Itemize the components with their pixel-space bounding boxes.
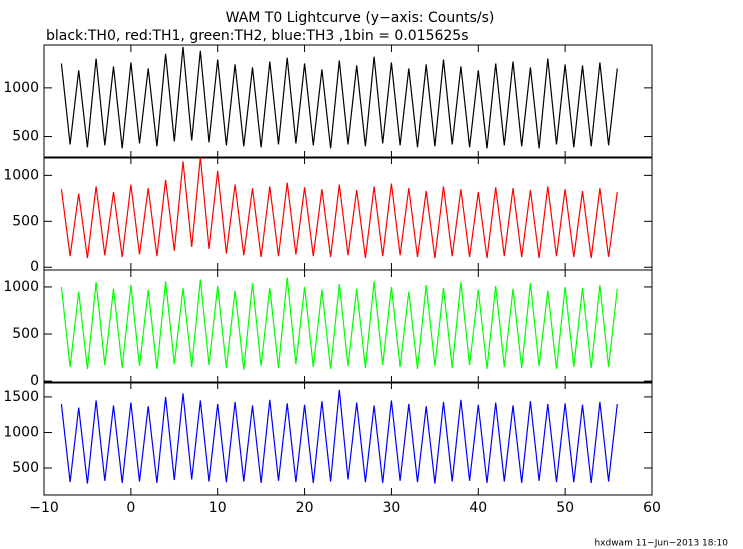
data-line	[60, 46, 618, 149]
y-tick-label: 1000	[3, 80, 39, 96]
data-line	[60, 389, 618, 484]
y-tick-label: 500	[12, 129, 39, 145]
x-tick-label: 0	[126, 500, 135, 516]
x-tick-label: 30	[383, 500, 401, 516]
x-tick-label: −10	[29, 500, 59, 516]
y-tick-label: 1000	[3, 279, 39, 295]
y-tick-label: 1000	[3, 167, 39, 183]
x-tick-label: 20	[296, 500, 314, 516]
x-tick-label: 60	[643, 500, 661, 516]
y-tick-label: 0	[30, 259, 39, 275]
x-tick-label: 10	[209, 500, 227, 516]
y-tick-label: 500	[12, 460, 39, 476]
y-tick-label: 1000	[3, 424, 39, 440]
panel-frame	[43, 381, 653, 496]
panel-frame	[43, 44, 653, 159]
chart-title: WAM T0 Lightcurve (y−axis: Counts/s)	[226, 10, 495, 26]
data-line	[60, 277, 618, 370]
x-tick-label: 50	[556, 500, 574, 516]
footer: hxdwam 11−Jun−2013 18:10	[594, 539, 728, 549]
y-tick-label: 500	[12, 326, 39, 342]
chart-subtitle: black:TH0, red:TH1, green:TH2, blue:TH3 …	[46, 28, 469, 44]
y-tick-label: 0	[30, 373, 39, 389]
data-line	[60, 157, 618, 259]
y-tick-label: 500	[12, 213, 39, 229]
panel-frame	[43, 269, 653, 384]
x-tick-label: 40	[469, 500, 487, 516]
y-tick-label: 1500	[3, 389, 39, 405]
